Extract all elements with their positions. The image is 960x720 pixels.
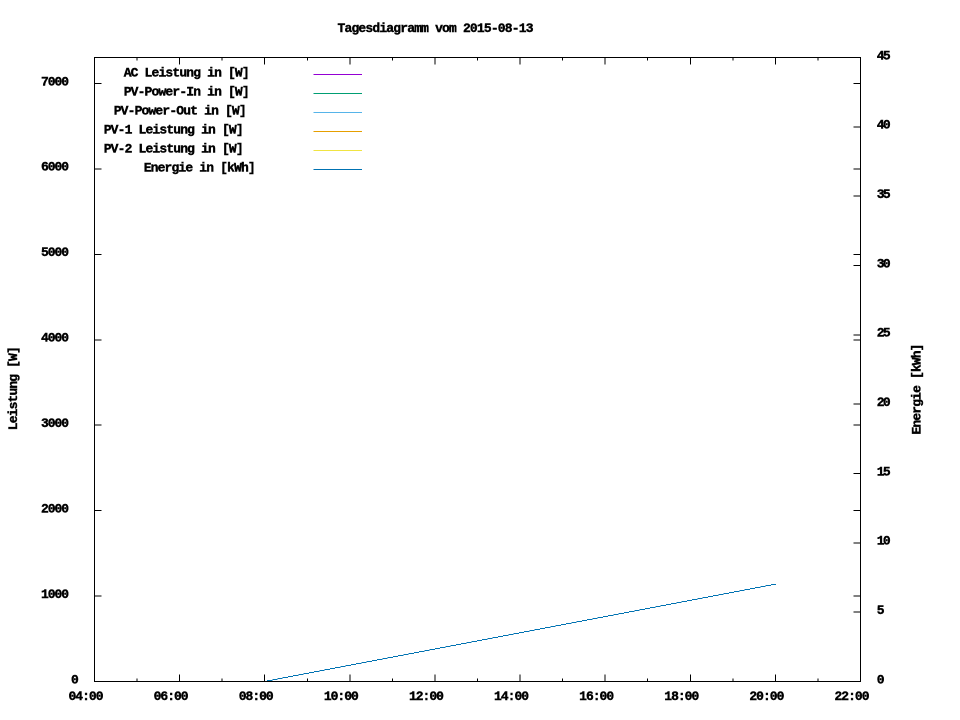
svg-text:PV-1 Leistung in [W]: PV-1 Leistung in [W] — [104, 123, 244, 138]
svg-text:0: 0 — [877, 672, 885, 687]
svg-text:35: 35 — [877, 187, 891, 202]
svg-text:Tagesdiagramm vom 2015-08-13: Tagesdiagramm vom 2015-08-13 — [338, 21, 534, 36]
svg-text:08:00: 08:00 — [239, 689, 274, 704]
svg-text:10: 10 — [877, 534, 891, 549]
svg-text:4000: 4000 — [41, 331, 69, 346]
svg-text:5: 5 — [877, 603, 885, 618]
svg-text:Leistung [W]: Leistung [W] — [6, 346, 21, 430]
svg-text:5000: 5000 — [41, 245, 69, 260]
svg-text:Energie in [kWh]: Energie in [kWh] — [144, 161, 256, 176]
svg-text:10:00: 10:00 — [324, 689, 359, 704]
svg-text:25: 25 — [877, 326, 891, 341]
svg-text:6000: 6000 — [41, 160, 69, 175]
svg-text:18:00: 18:00 — [664, 689, 699, 704]
svg-text:16:00: 16:00 — [579, 689, 614, 704]
svg-text:PV-Power-Out in [W]: PV-Power-Out in [W] — [114, 104, 247, 119]
svg-text:04:00: 04:00 — [69, 689, 104, 704]
svg-text:3000: 3000 — [41, 416, 69, 431]
svg-text:20: 20 — [877, 395, 891, 410]
svg-text:20:00: 20:00 — [749, 689, 784, 704]
svg-text:22:00: 22:00 — [835, 689, 870, 704]
svg-text:1000: 1000 — [41, 587, 69, 602]
svg-text:06:00: 06:00 — [154, 689, 189, 704]
svg-text:7000: 7000 — [41, 74, 69, 89]
svg-text:PV-Power-In in [W]: PV-Power-In in [W] — [124, 84, 250, 99]
svg-text:2000: 2000 — [41, 501, 69, 516]
svg-text:0: 0 — [71, 672, 79, 687]
svg-text:45: 45 — [877, 48, 891, 63]
svg-text:PV-2 Leistung in [W]: PV-2 Leistung in [W] — [104, 142, 244, 157]
svg-text:15: 15 — [877, 464, 891, 479]
svg-text:Energie [kWh]: Energie [kWh] — [910, 344, 925, 435]
svg-text:40: 40 — [877, 118, 891, 133]
svg-text:AC Leistung in [W]: AC Leistung in [W] — [124, 65, 250, 80]
svg-text:12:00: 12:00 — [409, 689, 444, 704]
svg-text:30: 30 — [877, 256, 891, 271]
svg-text:14:00: 14:00 — [494, 689, 529, 704]
